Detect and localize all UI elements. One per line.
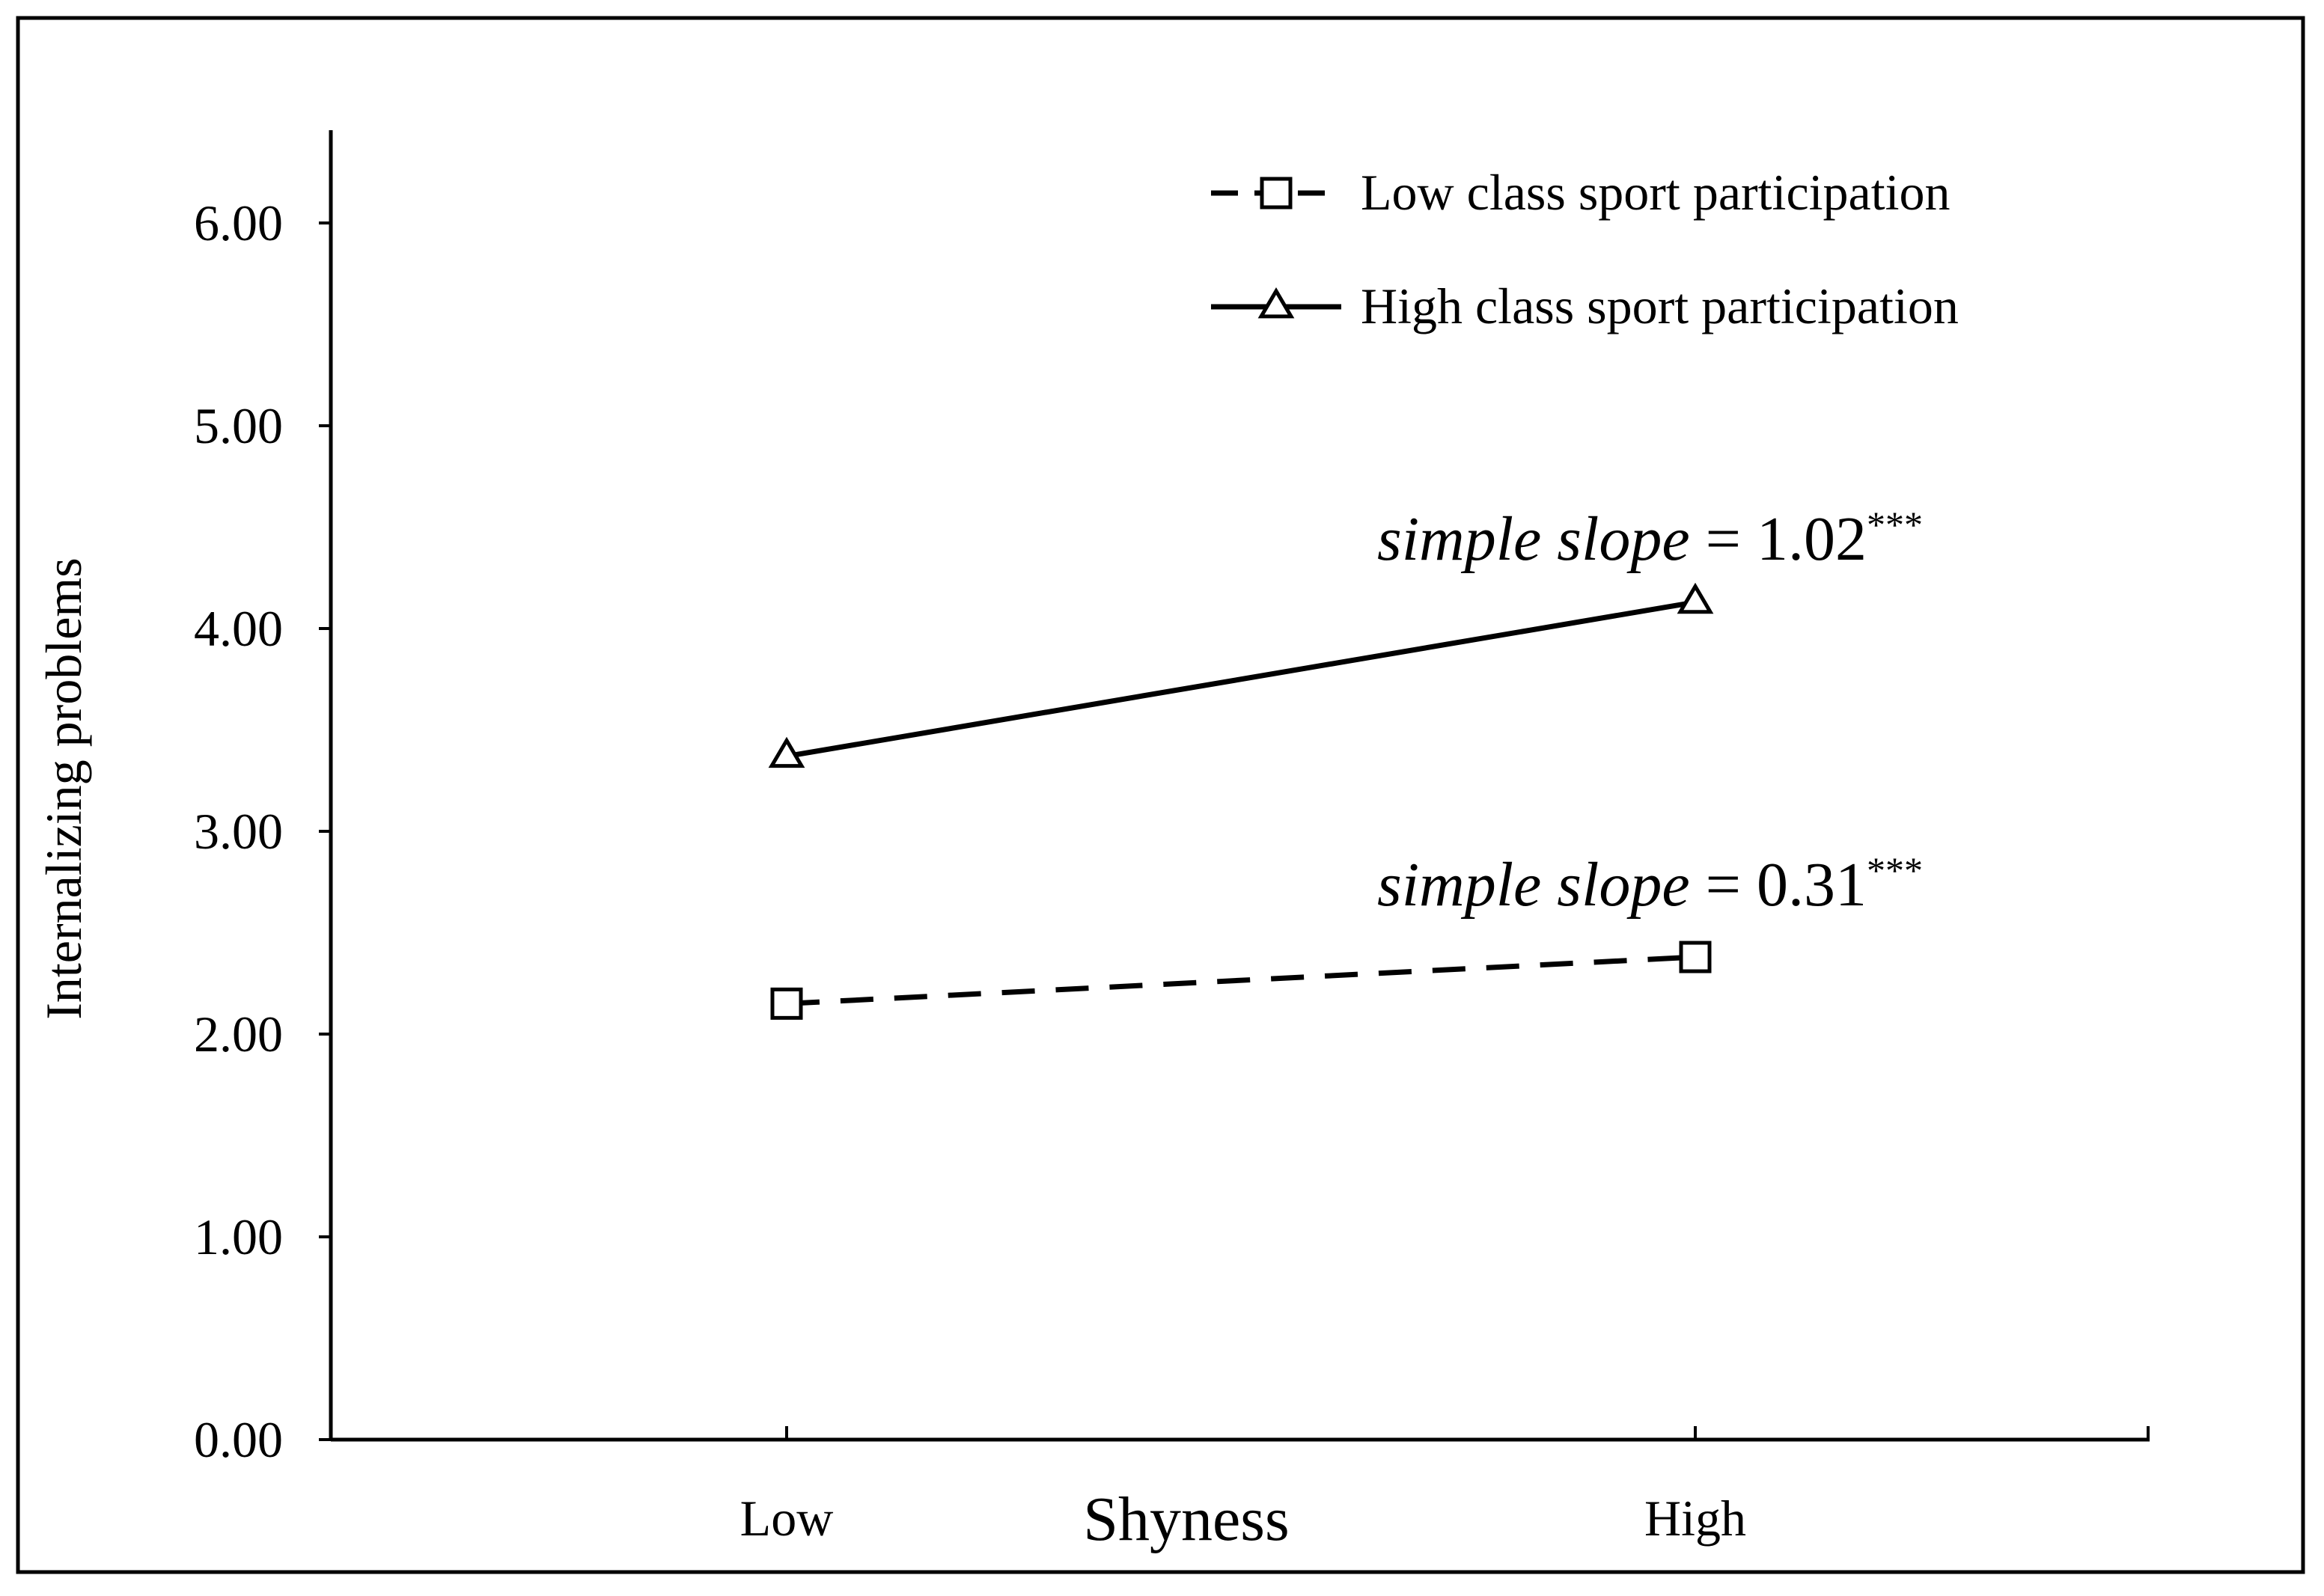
legend-marker-square [1260,177,1293,210]
y-tick-label: 5.00 [194,397,283,454]
legend: Low class sport participation High class … [1211,164,1959,334]
data-point-square-low [770,987,803,1020]
figure-frame [16,16,2305,1574]
simple-slope-annotation: simple slope = 1.02*** [1377,504,1923,574]
y-axis-title: Internalizing problems [35,557,92,1019]
legend-item: Low class sport participation [1211,164,1950,221]
series-line [786,599,1696,759]
y-tick-label: 6.00 [194,195,283,251]
data-point-triangle-low [768,736,805,768]
y-tick-label: 0.00 [194,1411,283,1468]
y-ticks: 0.00 1.00 2.00 3.00 4.00 5.00 6.00 [194,195,331,1468]
legend-marker-triangle [1257,287,1295,319]
legend-item: High class sport participation [1211,278,1959,334]
series-layer [768,582,1714,1020]
y-tick-label: 1.00 [194,1208,283,1265]
x-ticks: Low High [740,1426,2150,1547]
data-point-square-high [1679,941,1712,973]
data-point-triangle-high [1677,582,1714,614]
simple-slope-annotation: simple slope = 0.31*** [1377,849,1923,920]
series-line [786,954,1696,1006]
plot-area: 0.00 1.00 2.00 3.00 4.00 5.00 6.00 Low High sim… [194,130,2150,1547]
legend-label: Low class sport participation [1361,164,1950,221]
y-tick-label: 4.00 [194,600,283,657]
legend-label: High class sport participation [1361,278,1959,334]
y-tick-label: 2.00 [194,1006,283,1063]
annotation-layer: simple slope = 0.31*** simple slope = 1.0… [1377,504,1923,920]
y-tick-label: 3.00 [194,803,283,860]
x-axis-title: Shyness [1083,1485,1289,1554]
x-tick-label-high: High [1644,1490,1746,1547]
series-low-sport [770,941,1712,1020]
series-high-sport [768,582,1714,768]
x-tick-label-low: Low [740,1490,834,1547]
